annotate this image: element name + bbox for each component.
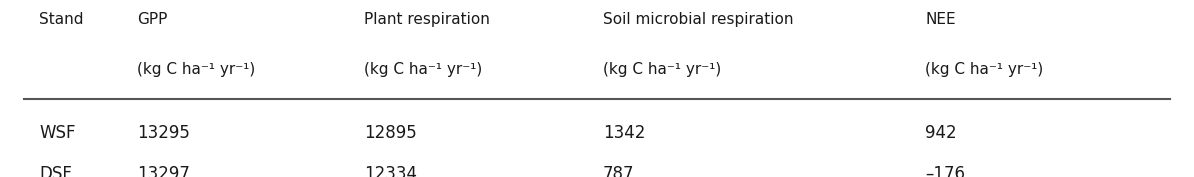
Text: Stand: Stand	[39, 12, 84, 27]
Text: 12895: 12895	[364, 124, 417, 142]
Text: –176: –176	[925, 165, 966, 177]
Text: 12334: 12334	[364, 165, 417, 177]
Text: Soil microbial respiration: Soil microbial respiration	[603, 12, 794, 27]
Text: (kg C ha⁻¹ yr⁻¹): (kg C ha⁻¹ yr⁻¹)	[364, 62, 482, 77]
Text: 942: 942	[925, 124, 956, 142]
Text: (kg C ha⁻¹ yr⁻¹): (kg C ha⁻¹ yr⁻¹)	[603, 62, 721, 77]
Text: 1342: 1342	[603, 124, 645, 142]
Text: WSF: WSF	[39, 124, 76, 142]
Text: (kg C ha⁻¹ yr⁻¹): (kg C ha⁻¹ yr⁻¹)	[925, 62, 1044, 77]
Text: GPP: GPP	[137, 12, 167, 27]
Text: DSF: DSF	[39, 165, 73, 177]
Text: 13297: 13297	[137, 165, 190, 177]
Text: 787: 787	[603, 165, 634, 177]
Text: NEE: NEE	[925, 12, 956, 27]
Text: Plant respiration: Plant respiration	[364, 12, 490, 27]
Text: 13295: 13295	[137, 124, 190, 142]
Text: (kg C ha⁻¹ yr⁻¹): (kg C ha⁻¹ yr⁻¹)	[137, 62, 256, 77]
